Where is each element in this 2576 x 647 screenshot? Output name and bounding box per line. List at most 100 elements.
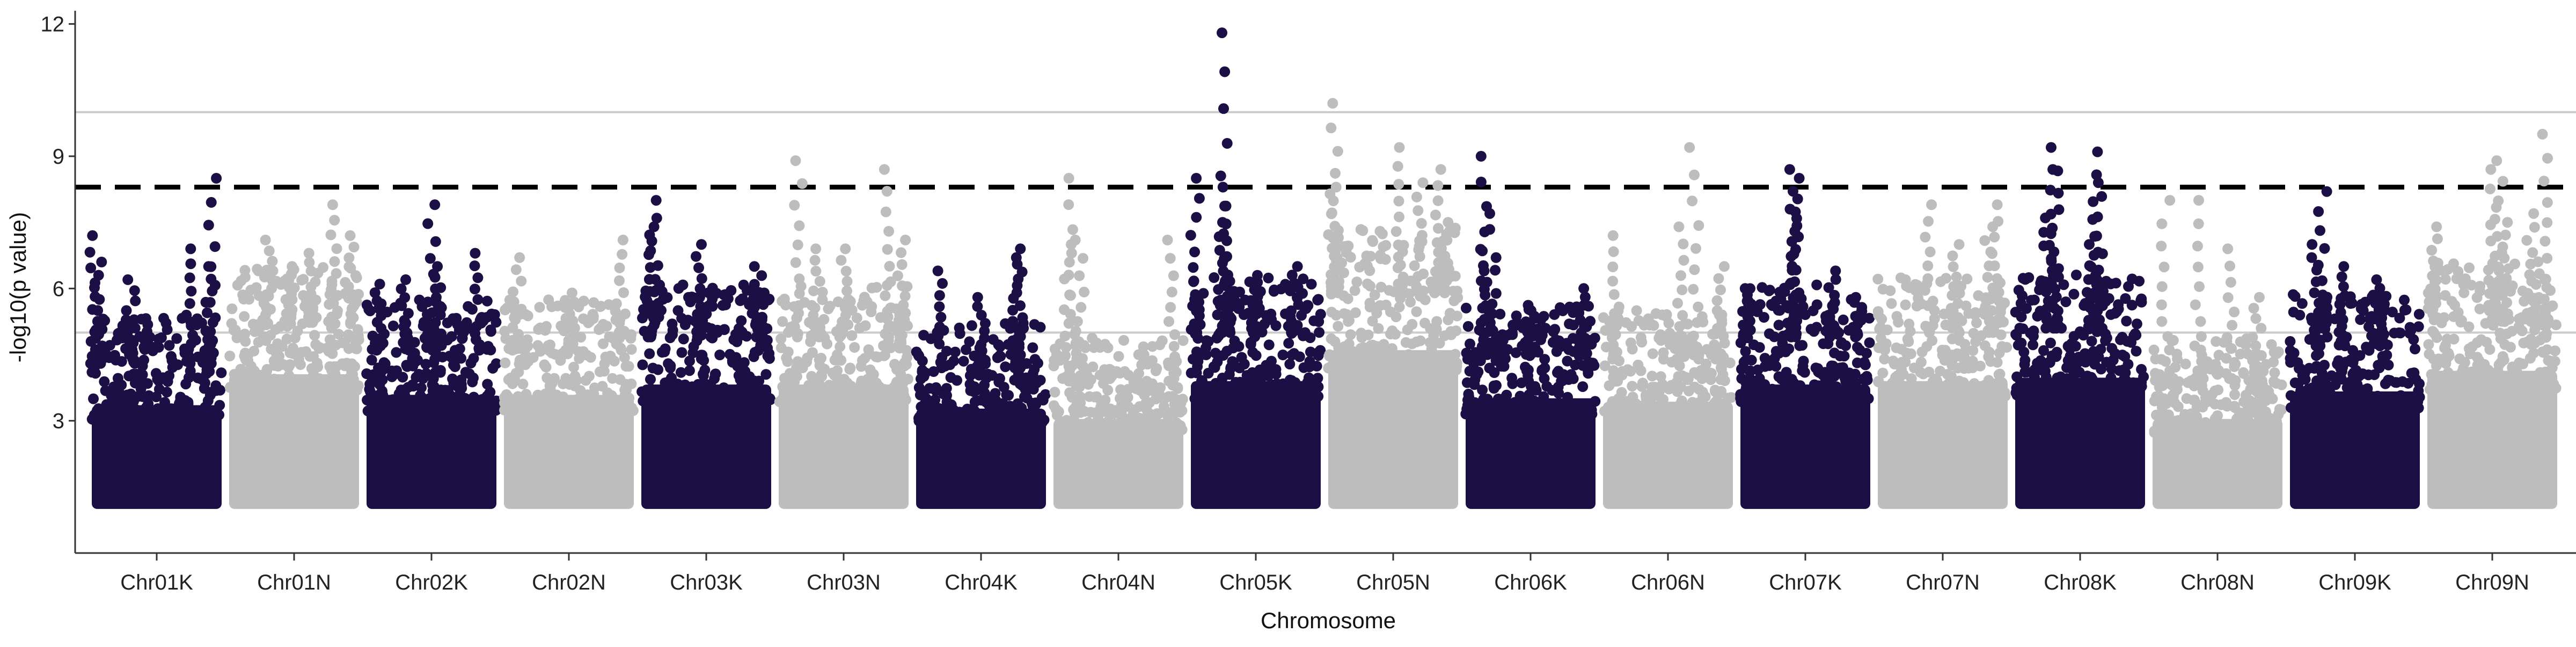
data-point xyxy=(1886,298,1897,309)
data-point xyxy=(1140,398,1151,409)
peak-point xyxy=(1064,173,1074,184)
data-point xyxy=(573,302,584,312)
peak-point xyxy=(2222,243,2233,254)
chromosome-band-chr05n xyxy=(1323,98,1463,508)
data-point xyxy=(1202,390,1213,401)
data-point xyxy=(1577,381,1588,392)
data-point xyxy=(921,393,932,404)
peak-point xyxy=(472,294,483,305)
data-point xyxy=(1384,285,1395,296)
data-point xyxy=(2366,396,2376,406)
peak-point xyxy=(1986,305,1997,316)
data-point xyxy=(1350,307,1361,318)
data-point xyxy=(1839,351,1850,361)
peak-point xyxy=(1607,261,1618,272)
data-point xyxy=(247,368,258,379)
data-point xyxy=(2091,383,2102,394)
data-point xyxy=(1668,409,1679,419)
data-point xyxy=(976,395,986,405)
data-point xyxy=(928,418,939,428)
data-point xyxy=(453,403,464,414)
data-point xyxy=(1941,393,1952,404)
peak-point xyxy=(1922,273,1933,284)
data-point xyxy=(1770,361,1781,372)
data-point xyxy=(862,377,873,388)
data-point xyxy=(1891,343,1902,353)
data-point xyxy=(158,372,169,383)
data-point xyxy=(2014,285,2024,295)
peak-point xyxy=(756,270,767,281)
data-point xyxy=(484,406,495,417)
data-point xyxy=(1415,336,1426,346)
data-point xyxy=(140,344,150,355)
data-point xyxy=(460,367,471,377)
data-point xyxy=(584,371,595,382)
points-layer xyxy=(85,27,2562,509)
data-point xyxy=(1838,315,1849,325)
peak-point xyxy=(185,298,195,309)
peak-point xyxy=(429,199,440,210)
data-point xyxy=(398,403,408,414)
data-point xyxy=(2229,421,2240,432)
data-point xyxy=(396,384,406,395)
peak-point xyxy=(614,318,625,329)
peak-point xyxy=(1994,296,2004,307)
data-point xyxy=(2338,394,2348,404)
peak-point xyxy=(2307,239,2317,250)
peak-point xyxy=(1830,266,1841,277)
data-point xyxy=(588,313,599,324)
peak-point xyxy=(645,262,656,273)
data-point xyxy=(541,321,552,332)
data-point xyxy=(849,342,860,353)
data-point xyxy=(1132,375,1143,386)
data-point xyxy=(586,352,596,363)
data-point xyxy=(1390,329,1401,340)
data-point xyxy=(1901,281,1912,292)
data-point xyxy=(1968,328,1979,339)
data-point xyxy=(1431,324,1442,335)
data-point xyxy=(958,356,969,367)
data-point xyxy=(2380,379,2391,389)
data-point xyxy=(1144,385,1155,396)
data-point xyxy=(180,395,191,406)
peak-point xyxy=(882,186,892,197)
peak-point xyxy=(185,243,196,254)
data-point xyxy=(1463,391,1474,402)
data-point xyxy=(1906,348,1916,359)
peak-point xyxy=(2160,356,2171,367)
peak-point xyxy=(810,266,821,277)
data-point xyxy=(1903,336,1914,347)
peak-point xyxy=(2221,353,2231,364)
peak-point xyxy=(900,290,911,301)
data-point xyxy=(1864,337,1875,348)
data-point xyxy=(956,416,967,426)
data-point xyxy=(1377,229,1388,239)
peak-point xyxy=(1690,243,1701,254)
peak-point xyxy=(808,286,819,296)
data-point xyxy=(142,378,153,389)
data-point xyxy=(1552,367,1563,378)
peak-point xyxy=(1078,253,1088,264)
data-point xyxy=(2013,340,2024,351)
peak-point xyxy=(264,245,275,256)
data-point xyxy=(899,358,910,368)
data-point xyxy=(1997,377,2008,388)
peak-point xyxy=(260,235,271,245)
data-point xyxy=(1649,390,1659,401)
data-point xyxy=(2183,427,2193,438)
peak-point xyxy=(2193,195,2204,206)
data-point xyxy=(1012,398,1023,409)
peak-point xyxy=(1948,281,1959,292)
data-point xyxy=(2285,345,2296,356)
peak-point xyxy=(650,285,661,296)
data-point xyxy=(314,343,325,354)
data-point xyxy=(1691,410,1702,420)
data-point xyxy=(1263,273,1274,283)
data-point xyxy=(1631,306,1642,316)
peak-point xyxy=(298,274,309,285)
data-point xyxy=(1052,410,1063,420)
data-point xyxy=(1948,353,1959,364)
data-point xyxy=(2051,351,2061,362)
peak-point xyxy=(2091,279,2102,290)
peak-point xyxy=(181,310,192,321)
